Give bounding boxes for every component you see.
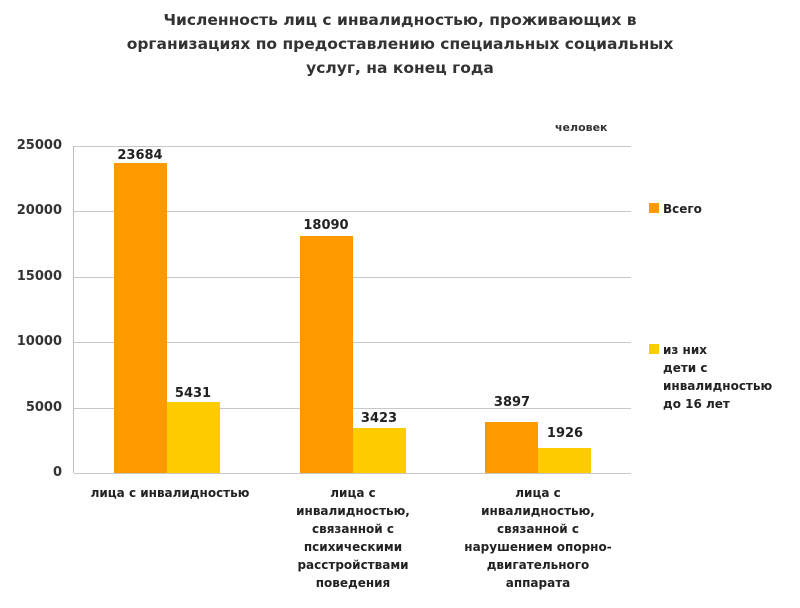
value-label: 18090: [303, 218, 349, 233]
y-tick-15000: 15000: [16, 269, 62, 284]
legend-swatch-yellow: [649, 344, 659, 354]
gridline: [74, 146, 631, 147]
x-label-line: двигательного: [486, 558, 590, 572]
value-label: 3423: [360, 411, 398, 426]
y-tick-25000: 25000: [16, 138, 62, 153]
bar-children-1: [167, 401, 220, 473]
legend-label: Всего: [663, 202, 702, 216]
value-label: 23684: [117, 148, 163, 163]
x-label-line: нарушением опорно-: [464, 540, 612, 554]
bar-total-2: [300, 236, 353, 473]
value-label: 3897: [493, 395, 531, 410]
gridline: [74, 211, 631, 212]
y-tick-20000: 20000: [16, 203, 62, 218]
x-label-line: инвалидностью,: [296, 504, 410, 518]
y-tick-5000: 5000: [25, 400, 62, 415]
x-label-line: лица с: [330, 486, 376, 500]
chart-title: Численность лиц с инвалидностью, прожива…: [100, 8, 700, 80]
y-tick-10000: 10000: [16, 334, 62, 349]
chart-title-line-3: услуг, на конец года: [306, 59, 494, 77]
legend-item-total: Всего: [649, 200, 702, 218]
legend-label: из них: [663, 343, 707, 357]
legend-item-children: из них дети с инвалидностью до 16 лет: [649, 341, 772, 413]
legend-label: до 16 лет: [663, 397, 730, 411]
unit-label: человек: [555, 121, 608, 134]
y-tick-0: 0: [52, 465, 62, 480]
x-label-line: аппарата: [505, 576, 571, 590]
x-label-line: поведения: [315, 576, 391, 590]
x-label-line: связанной с: [311, 522, 394, 536]
legend-label: инвалидностью: [663, 379, 773, 393]
x-label-line: лица с инвалидностью: [90, 486, 250, 500]
x-axis-line: [74, 473, 631, 474]
chart-title-line-1: Численность лиц с инвалидностью, прожива…: [163, 11, 637, 29]
x-label-line: связанной с: [496, 522, 579, 536]
x-label-line: инвалидностью,: [481, 504, 595, 518]
legend-swatch-orange: [649, 203, 659, 213]
x-label-line: лица с: [515, 486, 561, 500]
x-category-label-2: лица с инвалидностью, связанной с психич…: [283, 484, 423, 592]
x-label-line: расстройствами: [297, 558, 409, 572]
bar-total-3: [485, 422, 538, 473]
bar-children-2: [353, 428, 406, 473]
x-category-label-1: лица с инвалидностью: [60, 484, 280, 502]
bar-children-3: [538, 447, 591, 473]
legend-label: дети с: [663, 361, 708, 375]
chart-title-line-2: организациях по предоставлению специальн…: [126, 35, 674, 53]
x-label-line: психическими: [303, 540, 403, 554]
x-category-label-3: лица с инвалидностью, связанной с наруше…: [453, 484, 623, 592]
bar-total-1: [114, 163, 167, 473]
value-label: 1926: [546, 426, 584, 441]
value-label: 5431: [174, 386, 212, 401]
